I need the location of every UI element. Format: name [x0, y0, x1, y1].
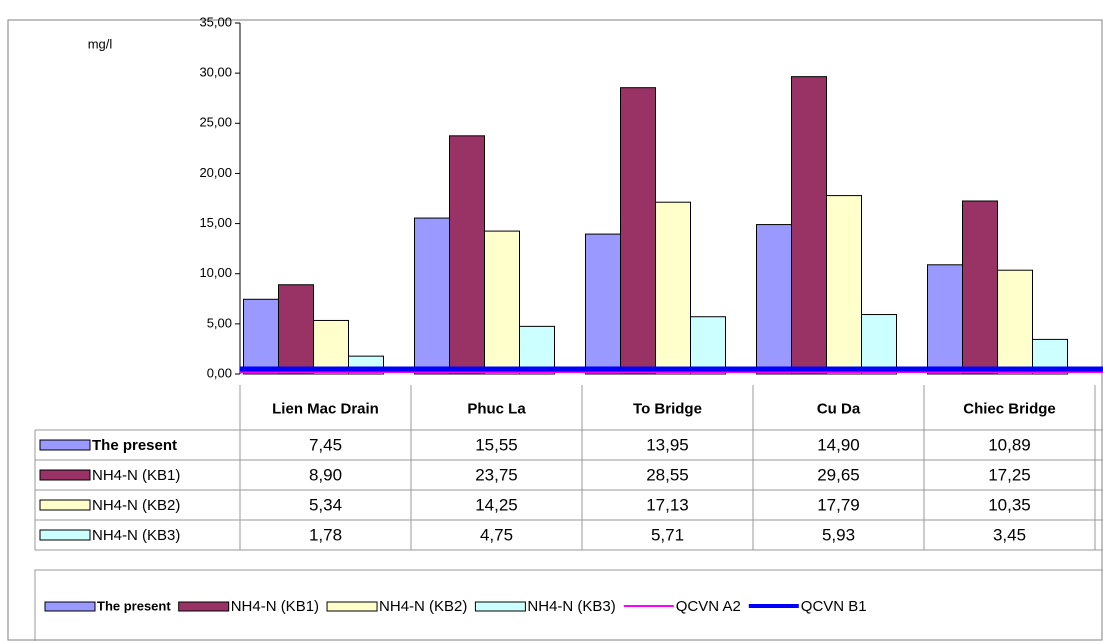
category-label: Chiec Bridge [963, 400, 1056, 417]
table-value: 10,35 [988, 495, 1031, 514]
row-label: The present [92, 437, 177, 454]
bar [449, 135, 485, 375]
table-value: 17,79 [817, 495, 860, 514]
legend-key [474, 601, 526, 612]
y-tick-label: 25,00 [199, 115, 232, 130]
table-value: 10,89 [988, 435, 1031, 454]
category-label: Cu Da [817, 400, 861, 417]
bar [791, 76, 827, 375]
table-value: 1,78 [309, 525, 342, 544]
bar [585, 233, 621, 375]
table-value: 5,71 [651, 525, 684, 544]
table-value: 13,95 [646, 435, 689, 454]
bar [962, 200, 998, 375]
legend-label: QCVN B1 [801, 598, 867, 615]
y-axis-label: mg/l [88, 36, 113, 51]
bar [826, 195, 862, 375]
table-value: 23,75 [475, 465, 518, 484]
legend-key [39, 469, 91, 481]
bar [655, 201, 691, 375]
y-tick-label: 30,00 [199, 65, 232, 80]
bar [414, 217, 450, 375]
y-tick-label: 10,00 [199, 265, 232, 280]
legend-box [34, 569, 1103, 641]
bar [278, 284, 314, 375]
legend-label: NH4-N (KB2) [379, 598, 467, 615]
table-value: 15,55 [475, 435, 518, 454]
table-value: 4,75 [480, 525, 513, 544]
y-tick-label: 0,00 [207, 365, 232, 380]
row-label: NH4-N (KB2) [92, 497, 180, 514]
bar [756, 224, 792, 375]
legend-label: NH4-N (KB1) [231, 598, 319, 615]
table-value: 5,34 [309, 495, 342, 514]
row-label: NH4-N (KB1) [92, 467, 180, 484]
legend-key [39, 499, 91, 511]
y-tick-label: 35,00 [199, 14, 232, 29]
legend-key [326, 601, 378, 612]
category-label: Lien Mac Drain [272, 400, 379, 417]
table-value: 3,45 [993, 525, 1026, 544]
legend-key [178, 601, 230, 612]
table-value: 5,93 [822, 525, 855, 544]
row-label: NH4-N (KB3) [92, 527, 180, 544]
bar [690, 316, 726, 375]
y-tick-label: 5,00 [207, 315, 232, 330]
legend-label: The present [97, 598, 171, 613]
bar [927, 264, 963, 375]
table-value: 14,90 [817, 435, 860, 454]
legend-label: QCVN A2 [676, 598, 741, 615]
table-value: 17,13 [646, 495, 689, 514]
bar [484, 230, 520, 375]
legend-label: NH4-N (KB3) [527, 598, 615, 615]
legend-key [44, 601, 96, 612]
category-label: To Bridge [633, 400, 702, 417]
bar [861, 314, 897, 375]
y-tick-label: 15,00 [199, 215, 232, 230]
table-value: 7,45 [309, 435, 342, 454]
bar [313, 319, 349, 375]
table-value: 17,25 [988, 465, 1031, 484]
bar [243, 298, 279, 375]
bar [997, 269, 1033, 375]
table-value: 28,55 [646, 465, 689, 484]
legend-key [39, 529, 91, 541]
bar [620, 87, 656, 375]
y-tick-label: 20,00 [199, 165, 232, 180]
legend-key [39, 439, 91, 451]
table-value: 29,65 [817, 465, 860, 484]
bar [519, 325, 555, 375]
table-value: 14,25 [475, 495, 518, 514]
category-label: Phuc La [467, 400, 526, 417]
table-value: 8,90 [309, 465, 342, 484]
